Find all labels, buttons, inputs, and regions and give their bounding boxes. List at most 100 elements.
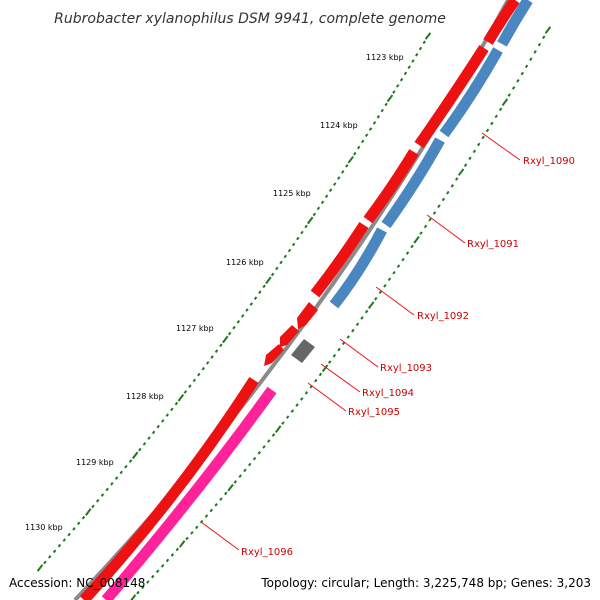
minor-tick <box>275 266 279 271</box>
gene-rxyl-1096[interactable] <box>101 386 277 600</box>
minor-tick <box>396 264 401 269</box>
reverse-strand-track <box>101 0 533 600</box>
minor-tick <box>328 360 332 364</box>
gene-segment-forward[interactable] <box>297 302 318 329</box>
minor-tick <box>285 415 290 419</box>
minor-tick <box>392 90 396 94</box>
gene-label-rxyl-1096[interactable]: Rxyl_1096 <box>241 547 293 558</box>
minor-tick <box>214 349 219 353</box>
gene-segment-forward[interactable] <box>79 377 259 600</box>
minor-tick <box>249 302 254 306</box>
minor-tick <box>281 421 285 425</box>
gene-segment-reverse[interactable] <box>497 0 533 47</box>
minor-tick <box>472 149 477 154</box>
minor-tick <box>190 531 194 535</box>
minor-tick <box>300 230 304 235</box>
tick-label: 1128 kbp <box>126 392 164 401</box>
minor-tick <box>209 508 214 513</box>
minor-tick <box>291 242 296 247</box>
minor-tick <box>399 77 404 82</box>
leader-line <box>375 286 415 316</box>
minor-tick <box>114 476 119 480</box>
leader-line <box>481 132 521 161</box>
tick-label: 1126 kbp <box>226 258 264 267</box>
minor-tick <box>141 585 145 590</box>
gene-label-rxyl-1093[interactable]: Rxyl_1093 <box>380 363 432 374</box>
minor-tick <box>147 436 151 440</box>
minor-tick <box>138 447 142 452</box>
major-tick <box>424 32 432 40</box>
minor-tick <box>419 231 423 235</box>
gene-rxyl-1092[interactable] <box>329 227 387 309</box>
minor-tick <box>219 497 223 501</box>
leader-line <box>307 382 347 412</box>
gene-label-rxyl-1091[interactable]: Rxyl_1091 <box>467 239 519 250</box>
gene-segment-forward[interactable] <box>414 45 489 149</box>
minor-tick <box>43 560 47 565</box>
major-tick <box>307 216 314 225</box>
minor-tick <box>290 409 295 413</box>
minor-tick <box>142 442 147 446</box>
major-tick <box>177 393 185 402</box>
minor-tick <box>318 372 323 377</box>
minor-tick <box>346 335 350 339</box>
gene-rxyl-1095[interactable] <box>264 344 284 366</box>
minor-tick <box>405 251 410 255</box>
minor-tick <box>324 194 329 199</box>
minor-tick <box>533 50 537 54</box>
major-tick <box>386 94 394 103</box>
minor-tick <box>304 391 309 395</box>
outer-tick-row <box>36 32 432 572</box>
gene-rxyl-1094[interactable] <box>291 339 315 363</box>
leader-line <box>200 521 240 551</box>
minor-tick <box>295 403 299 407</box>
minor-tick <box>57 543 62 548</box>
minor-tick <box>72 527 76 531</box>
major-tick <box>265 276 272 285</box>
minor-tick <box>411 59 415 63</box>
minor-tick <box>185 536 189 541</box>
tick-label: 1130 kbp <box>25 523 63 532</box>
minor-tick <box>376 114 381 119</box>
minor-tick <box>197 372 201 377</box>
minor-tick <box>360 316 364 320</box>
minor-tick <box>170 553 175 557</box>
gene-label-rxyl-1095[interactable]: Rxyl_1095 <box>348 407 400 418</box>
gene-label-rxyl-1090[interactable]: Rxyl_1090 <box>523 156 575 167</box>
gene-labels: Rxyl_1090 Rxyl_1091 Rxyl_1092 Rxyl_1093 … <box>241 156 575 558</box>
minor-tick <box>262 445 266 449</box>
gene-rxyl-1090[interactable] <box>439 47 503 138</box>
major-tick <box>413 235 420 244</box>
minor-tick <box>355 322 360 327</box>
minor-tick <box>423 224 428 229</box>
gene-segment-forward[interactable] <box>310 222 369 298</box>
minor-tick <box>345 164 349 168</box>
minor-tick <box>67 532 71 537</box>
gene-rxyl-1091[interactable] <box>381 137 445 229</box>
tick-label: 1123 kbp <box>366 53 404 62</box>
minor-tick <box>100 493 105 497</box>
minor-tick <box>110 481 114 486</box>
tick-label: 1127 kbp <box>176 324 214 333</box>
gene-label-rxyl-1092[interactable]: Rxyl_1092 <box>417 311 469 322</box>
gene-segment-forward[interactable] <box>363 149 419 224</box>
minor-tick <box>188 384 192 388</box>
minor-tick <box>387 277 392 282</box>
minor-tick <box>300 397 304 401</box>
minor-tick <box>428 217 432 222</box>
tick-label: 1124 kbp <box>320 121 358 130</box>
minor-tick <box>165 413 170 417</box>
minor-tick <box>368 127 373 131</box>
minor-tick <box>360 139 365 144</box>
leader-line <box>320 363 361 393</box>
minor-tick <box>455 177 459 181</box>
minor-tick <box>210 355 214 359</box>
gene-label-rxyl-1094[interactable]: Rxyl_1094 <box>362 388 414 399</box>
minor-tick <box>287 248 292 253</box>
major-tick <box>275 425 282 433</box>
gene-segment-forward[interactable] <box>483 0 520 45</box>
minor-tick <box>156 424 160 429</box>
major-tick <box>85 508 92 516</box>
gene-rxyl-1093[interactable] <box>280 325 299 347</box>
inner-tick-row <box>130 26 552 600</box>
